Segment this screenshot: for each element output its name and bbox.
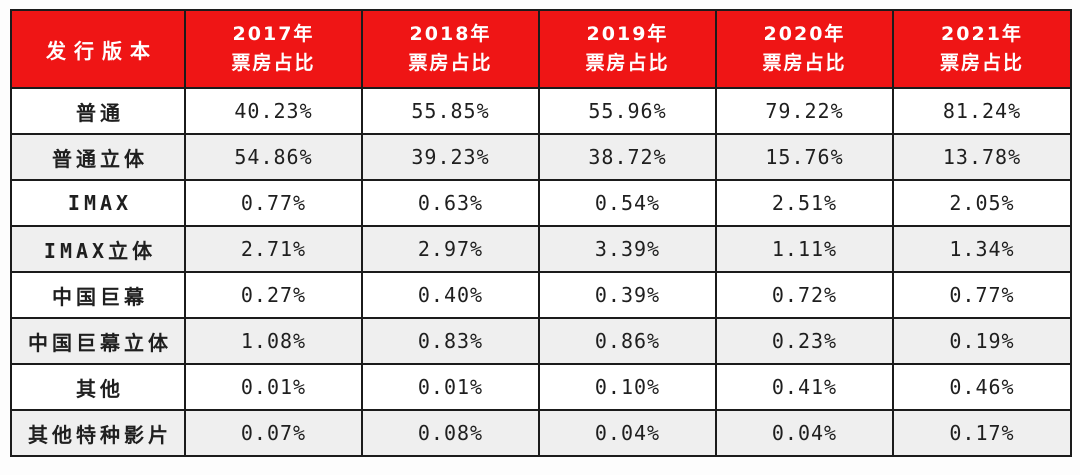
- header-row: 发行版本 2017年 票房占比 2018年 票房占比 2019年 票房占比 2020年 票房占…: [10, 9, 1072, 89]
- year-header-cell-2019年: 2019年票房占比: [538, 9, 717, 89]
- value-cell: 54.86%: [184, 133, 363, 181]
- value-cell: 0.01%: [361, 363, 540, 411]
- header-year-text: 2020年: [763, 22, 846, 45]
- value-cell: 0.04%: [715, 409, 894, 457]
- value-cell: 0.10%: [538, 363, 717, 411]
- table-row: 普通 40.23% 55.85% 55.96% 79.22% 81.24%: [10, 87, 1072, 135]
- header-year-text: 2021年: [941, 22, 1023, 45]
- value-cell: 0.04%: [538, 409, 717, 457]
- value-cell: 0.07%: [184, 409, 363, 457]
- value-cell: 0.46%: [892, 363, 1072, 411]
- value-cell: 0.54%: [538, 179, 717, 227]
- table-row: 普通立体 54.86% 39.23% 38.72% 15.76% 13.78%: [10, 133, 1072, 181]
- header-year-text: 2018年: [409, 22, 492, 45]
- value-cell: 81.24%: [892, 87, 1072, 135]
- year-header-cell-2017年: 2017年票房占比: [184, 9, 363, 89]
- table-row: IMAX 0.77% 0.63% 0.54% 2.51% 2.05%: [10, 179, 1072, 227]
- value-cell: 0.23%: [715, 317, 894, 365]
- header-subtitle-text: 票房占比: [762, 52, 847, 74]
- header-subtitle-text: 票房占比: [408, 52, 493, 74]
- value-cell: 55.96%: [538, 87, 717, 135]
- value-cell: 0.72%: [715, 271, 894, 319]
- value-cell: 79.22%: [715, 87, 894, 135]
- value-cell: 1.34%: [892, 225, 1072, 273]
- value-cell: 2.51%: [715, 179, 894, 227]
- value-cell: 0.08%: [361, 409, 540, 457]
- table-row: 中国巨幕立体 1.08% 0.83% 0.86% 0.23% 0.19%: [10, 317, 1072, 365]
- year-header-cell-2021年: 2021年票房占比: [892, 9, 1072, 89]
- value-cell: 0.01%: [184, 363, 363, 411]
- row-label-cell: 其他特种影片: [10, 409, 186, 457]
- value-cell: 2.71%: [184, 225, 363, 273]
- value-cell: 0.77%: [184, 179, 363, 227]
- value-cell: 2.97%: [361, 225, 540, 273]
- value-cell: 39.23%: [361, 133, 540, 181]
- value-cell: 0.86%: [538, 317, 717, 365]
- value-cell: 38.72%: [538, 133, 717, 181]
- value-cell: 0.41%: [715, 363, 894, 411]
- header-year-text: 2019年: [586, 22, 669, 45]
- year-header-cell-2018年: 2018年票房占比: [361, 9, 540, 89]
- table-row: IMAX立体 2.71% 2.97% 3.39% 1.11% 1.34%: [10, 225, 1072, 273]
- value-cell: 1.11%: [715, 225, 894, 273]
- table-row: 中国巨幕 0.27% 0.40% 0.39% 0.72% 0.77%: [10, 271, 1072, 319]
- value-cell: 0.19%: [892, 317, 1072, 365]
- table-row: 其他 0.01% 0.01% 0.10% 0.41% 0.46%: [10, 363, 1072, 411]
- value-cell: 13.78%: [892, 133, 1072, 181]
- row-label-cell: 普通立体: [10, 133, 186, 181]
- corner-header-release-version: 发行版本: [10, 9, 186, 89]
- value-cell: 0.77%: [892, 271, 1072, 319]
- header-subtitle-text: 票房占比: [585, 52, 670, 74]
- header-subtitle-text: 票房占比: [939, 52, 1024, 74]
- value-cell: 0.83%: [361, 317, 540, 365]
- value-cell: 15.76%: [715, 133, 894, 181]
- value-cell: 2.05%: [892, 179, 1072, 227]
- table-header: 发行版本 2017年 票房占比 2018年 票房占比 2019年 票房占比 2020年 票房占…: [10, 9, 1072, 89]
- row-label-cell: 中国巨幕: [10, 271, 186, 319]
- value-cell: 0.17%: [892, 409, 1072, 457]
- box-office-share-table: 发行版本 2017年 票房占比 2018年 票房占比 2019年 票房占比 2020年 票房占…: [10, 9, 1072, 457]
- row-label-cell: 中国巨幕立体: [10, 317, 186, 365]
- value-cell: 0.39%: [538, 271, 717, 319]
- value-cell: 0.27%: [184, 271, 363, 319]
- value-cell: 55.85%: [361, 87, 540, 135]
- value-cell: 1.08%: [184, 317, 363, 365]
- value-cell: 3.39%: [538, 225, 717, 273]
- table-body: 普通 40.23% 55.85% 55.96% 79.22% 81.24% 普通立体 54.8…: [10, 87, 1072, 457]
- year-header-cell-2020年: 2020年票房占比: [715, 9, 894, 89]
- row-label-cell: IMAX立体: [10, 225, 186, 273]
- table-row: 其他特种影片 0.07% 0.08% 0.04% 0.04% 0.17%: [10, 409, 1072, 457]
- header-year-text: 2017年: [232, 22, 315, 45]
- value-cell: 0.40%: [361, 271, 540, 319]
- value-cell: 0.63%: [361, 179, 540, 227]
- row-label-cell: 普通: [10, 87, 186, 135]
- value-cell: 40.23%: [184, 87, 363, 135]
- row-label-cell: IMAX: [10, 179, 186, 227]
- header-subtitle-text: 票房占比: [231, 52, 316, 74]
- row-label-cell: 其他: [10, 363, 186, 411]
